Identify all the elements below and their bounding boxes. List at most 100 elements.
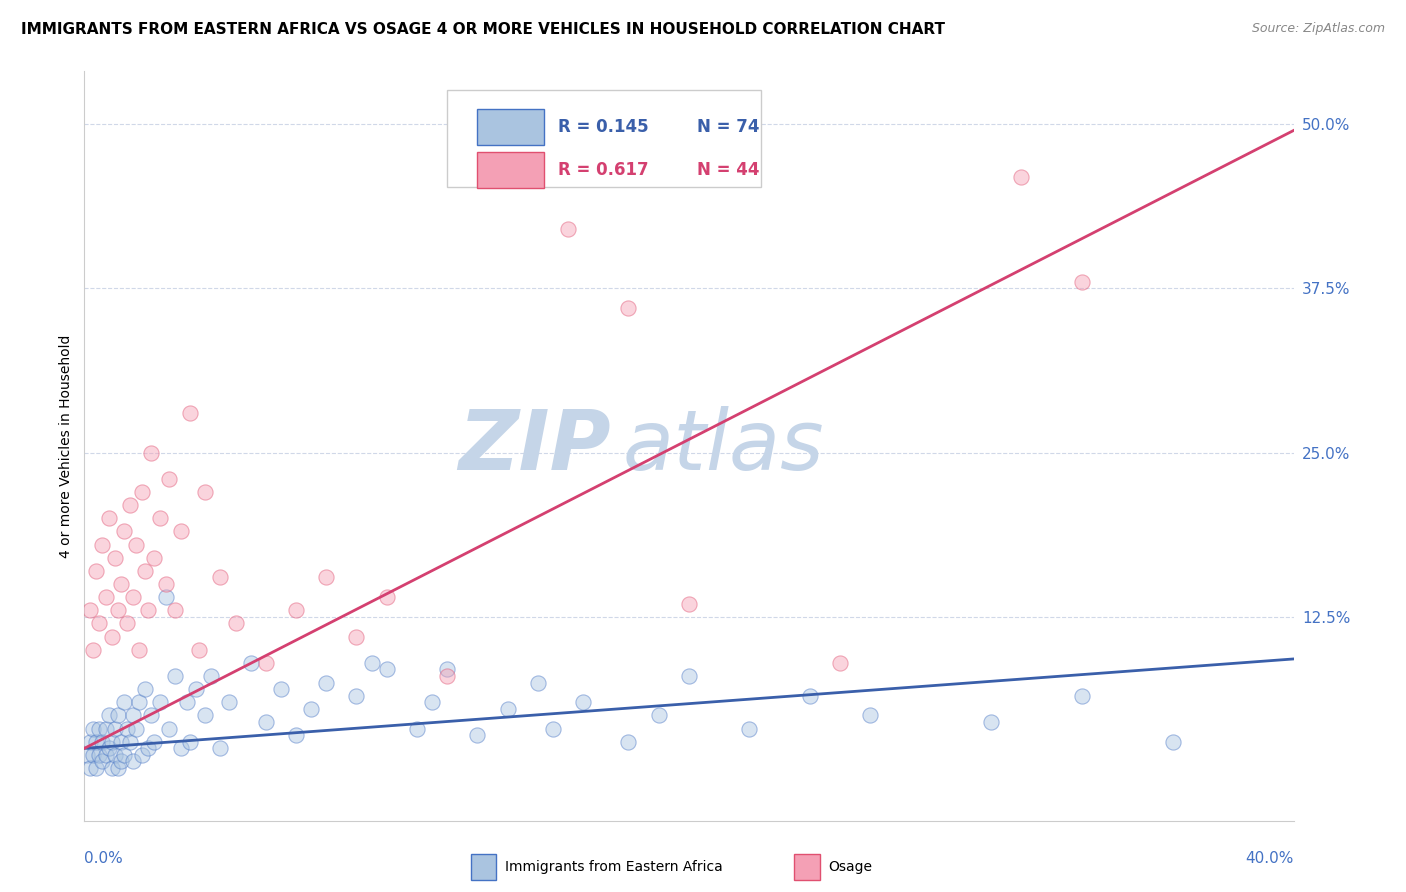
Point xyxy=(157,472,180,486)
Point xyxy=(467,728,489,742)
FancyBboxPatch shape xyxy=(478,109,544,145)
Point xyxy=(86,735,108,749)
Point xyxy=(165,603,187,617)
Point xyxy=(97,708,120,723)
Text: IMMIGRANTS FROM EASTERN AFRICA VS OSAGE 4 OR MORE VEHICLES IN HOUSEHOLD CORRELAT: IMMIGRANTS FROM EASTERN AFRICA VS OSAGE … xyxy=(21,22,945,37)
Point xyxy=(94,590,117,604)
Point xyxy=(176,695,198,709)
Point xyxy=(406,722,429,736)
Point xyxy=(76,747,98,762)
Point xyxy=(107,603,129,617)
Point xyxy=(121,708,143,723)
Point xyxy=(1011,169,1033,184)
Point xyxy=(86,564,108,578)
Point xyxy=(136,741,159,756)
Point xyxy=(360,656,382,670)
Text: R = 0.145: R = 0.145 xyxy=(558,118,650,136)
Point xyxy=(648,708,671,723)
Point xyxy=(285,728,308,742)
Point xyxy=(557,222,579,236)
Point xyxy=(149,695,172,709)
Text: Source: ZipAtlas.com: Source: ZipAtlas.com xyxy=(1251,22,1385,36)
Text: R = 0.617: R = 0.617 xyxy=(558,161,650,179)
Text: 40.0%: 40.0% xyxy=(1246,851,1294,865)
Point xyxy=(254,714,277,729)
Point xyxy=(1161,735,1184,749)
Point xyxy=(209,570,232,584)
Point xyxy=(107,708,129,723)
Point xyxy=(225,616,247,631)
Point xyxy=(346,689,368,703)
FancyBboxPatch shape xyxy=(447,90,762,187)
Point xyxy=(100,761,122,775)
Y-axis label: 4 or more Vehicles in Household: 4 or more Vehicles in Household xyxy=(59,334,73,558)
Point xyxy=(112,524,135,539)
Point xyxy=(799,689,821,703)
Point xyxy=(91,538,114,552)
Point xyxy=(139,708,162,723)
Point xyxy=(115,616,138,631)
Point xyxy=(859,708,882,723)
Point xyxy=(436,669,458,683)
Point xyxy=(170,524,193,539)
Point xyxy=(149,511,172,525)
Point xyxy=(82,722,104,736)
Point xyxy=(121,590,143,604)
Point xyxy=(157,722,180,736)
Point xyxy=(1071,275,1094,289)
Point xyxy=(980,714,1002,729)
Point xyxy=(131,747,153,762)
Point xyxy=(104,747,127,762)
Point xyxy=(118,735,141,749)
Point xyxy=(527,675,550,690)
Text: atlas: atlas xyxy=(623,406,824,486)
Point xyxy=(188,642,211,657)
Point xyxy=(678,669,700,683)
Point xyxy=(97,741,120,756)
Point xyxy=(299,702,322,716)
Text: N = 74: N = 74 xyxy=(697,118,759,136)
Point xyxy=(100,735,122,749)
Point xyxy=(121,755,143,769)
Point xyxy=(79,735,101,749)
Point xyxy=(94,747,117,762)
Text: Osage: Osage xyxy=(828,860,872,874)
Point xyxy=(142,550,165,565)
Point xyxy=(270,682,292,697)
Point xyxy=(239,656,262,670)
Point xyxy=(86,761,108,775)
Point xyxy=(165,669,187,683)
Point xyxy=(115,722,138,736)
Point xyxy=(94,722,117,736)
Point xyxy=(375,663,398,677)
Point xyxy=(134,564,156,578)
Point xyxy=(128,695,150,709)
Point xyxy=(315,675,337,690)
Point xyxy=(218,695,240,709)
Point xyxy=(375,590,398,604)
Point xyxy=(420,695,443,709)
Point xyxy=(155,577,177,591)
Point xyxy=(155,590,177,604)
Point xyxy=(118,498,141,512)
Point xyxy=(128,642,150,657)
Point xyxy=(82,642,104,657)
Point xyxy=(112,747,135,762)
Point xyxy=(134,682,156,697)
Point xyxy=(104,722,127,736)
Point xyxy=(541,722,564,736)
Point xyxy=(436,663,458,677)
Point xyxy=(131,485,153,500)
Point xyxy=(738,722,761,736)
Point xyxy=(125,538,148,552)
Text: Immigrants from Eastern Africa: Immigrants from Eastern Africa xyxy=(505,860,723,874)
Text: ZIP: ZIP xyxy=(458,406,610,486)
Point xyxy=(79,603,101,617)
Point xyxy=(179,406,201,420)
Point xyxy=(139,445,162,459)
Point xyxy=(194,485,217,500)
Point xyxy=(104,550,127,565)
Point xyxy=(346,630,368,644)
Text: N = 44: N = 44 xyxy=(697,161,759,179)
Text: 0.0%: 0.0% xyxy=(84,851,124,865)
